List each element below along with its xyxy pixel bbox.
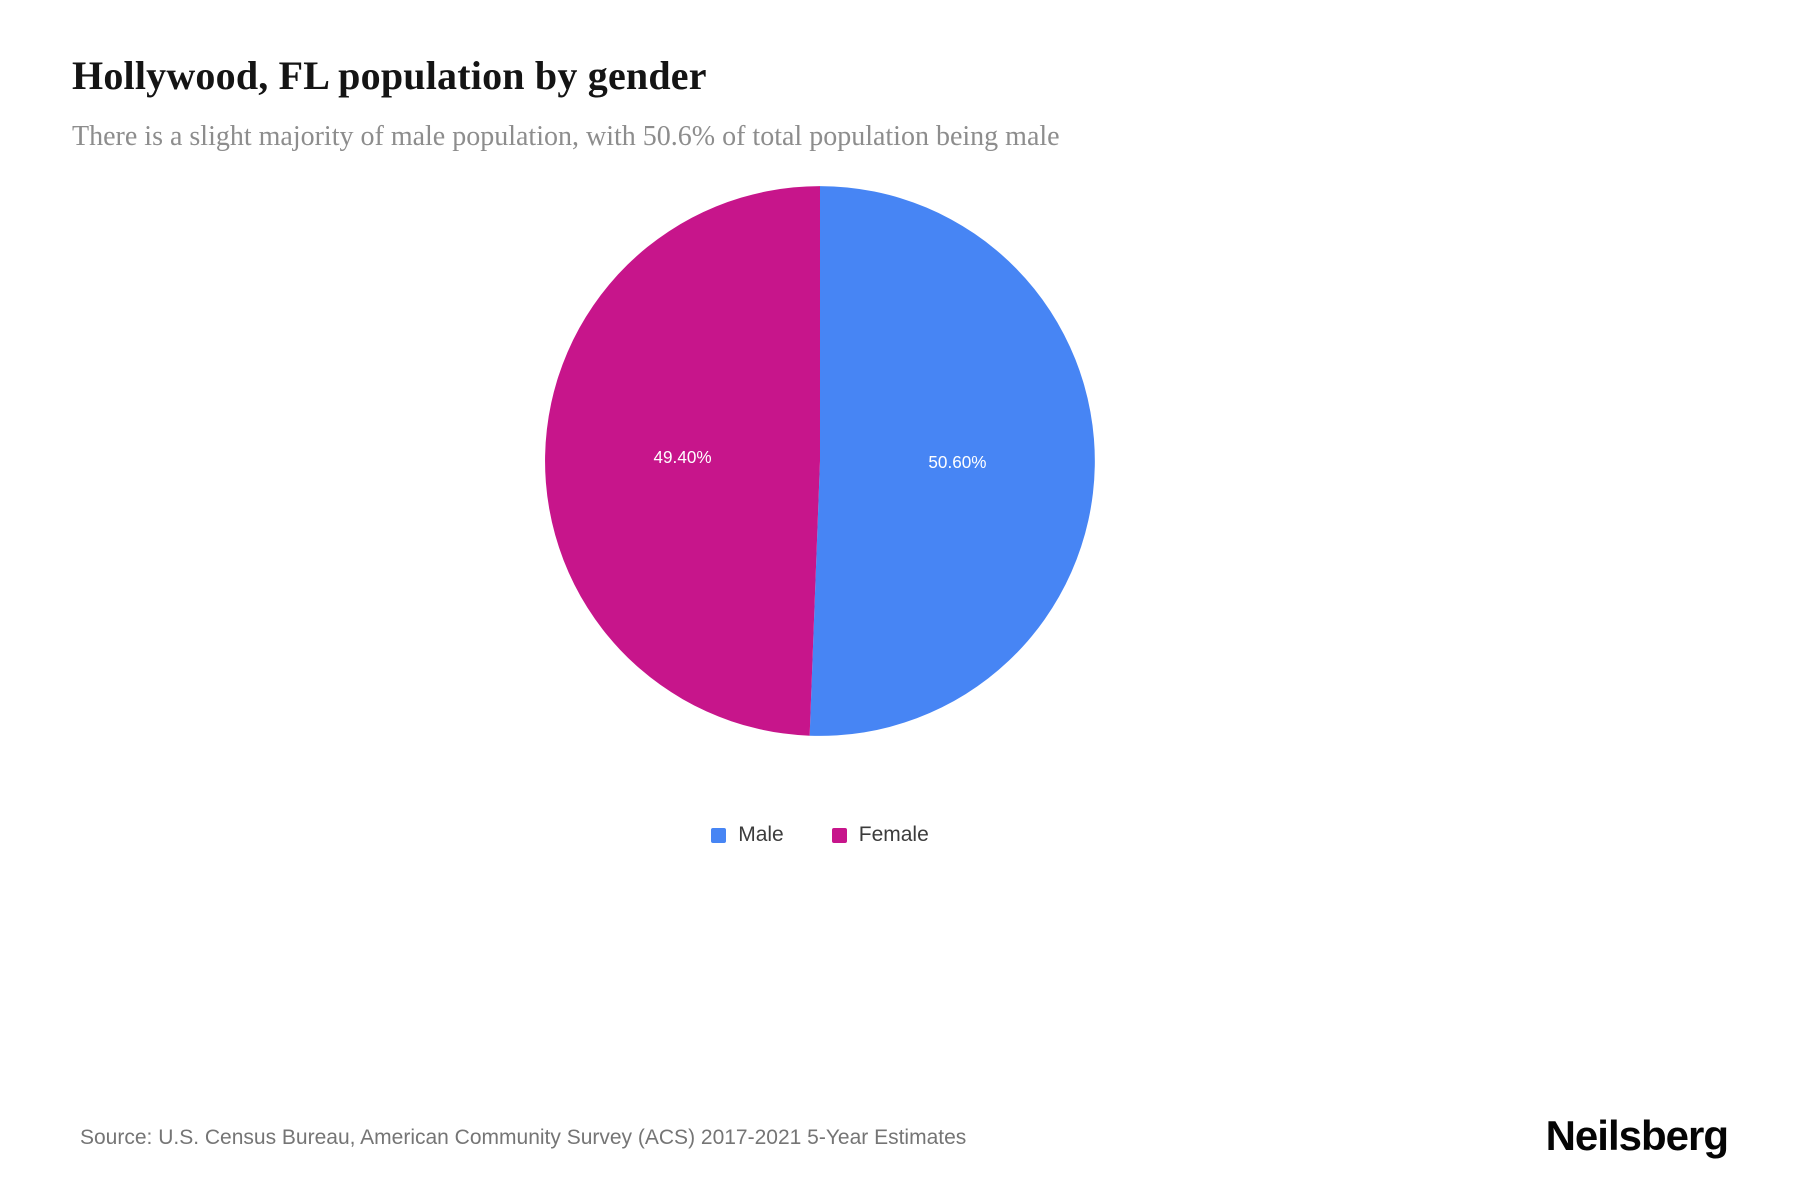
pie-slice-value-label-female: 49.40% <box>654 448 712 467</box>
pie-chart-svg: 50.60% 49.40% <box>545 186 1095 736</box>
chart-area: 50.60% 49.40% Male Female <box>0 185 1648 1112</box>
chart-legend: Male Female <box>711 823 929 847</box>
source-note: Source: U.S. Census Bureau, American Com… <box>80 1126 967 1149</box>
legend-label-male: Male <box>738 823 784 846</box>
pie-slice-value-label-male: 50.60% <box>928 453 986 472</box>
chart-header: Hollywood, FL population by gender There… <box>72 52 1728 153</box>
female-legend-swatch-icon <box>831 827 847 843</box>
page-subtitle: There is a slight majority of male popul… <box>72 121 1060 152</box>
pie-slice-female[interactable] <box>545 186 820 736</box>
chart-footer: Source: U.S. Census Bureau, American Com… <box>72 1112 1729 1160</box>
page-title: Hollywood, FL population by gender <box>72 53 707 98</box>
pie-slice-male[interactable] <box>809 186 1095 736</box>
legend-item-male[interactable]: Male <box>711 823 784 847</box>
pie-chart: 50.60% 49.40% <box>544 185 1096 737</box>
legend-label-female: Female <box>858 823 929 846</box>
male-legend-swatch-icon <box>711 827 727 843</box>
legend-item-female[interactable]: Female <box>831 823 929 847</box>
brand-logo: Neilsberg <box>1545 1112 1729 1159</box>
